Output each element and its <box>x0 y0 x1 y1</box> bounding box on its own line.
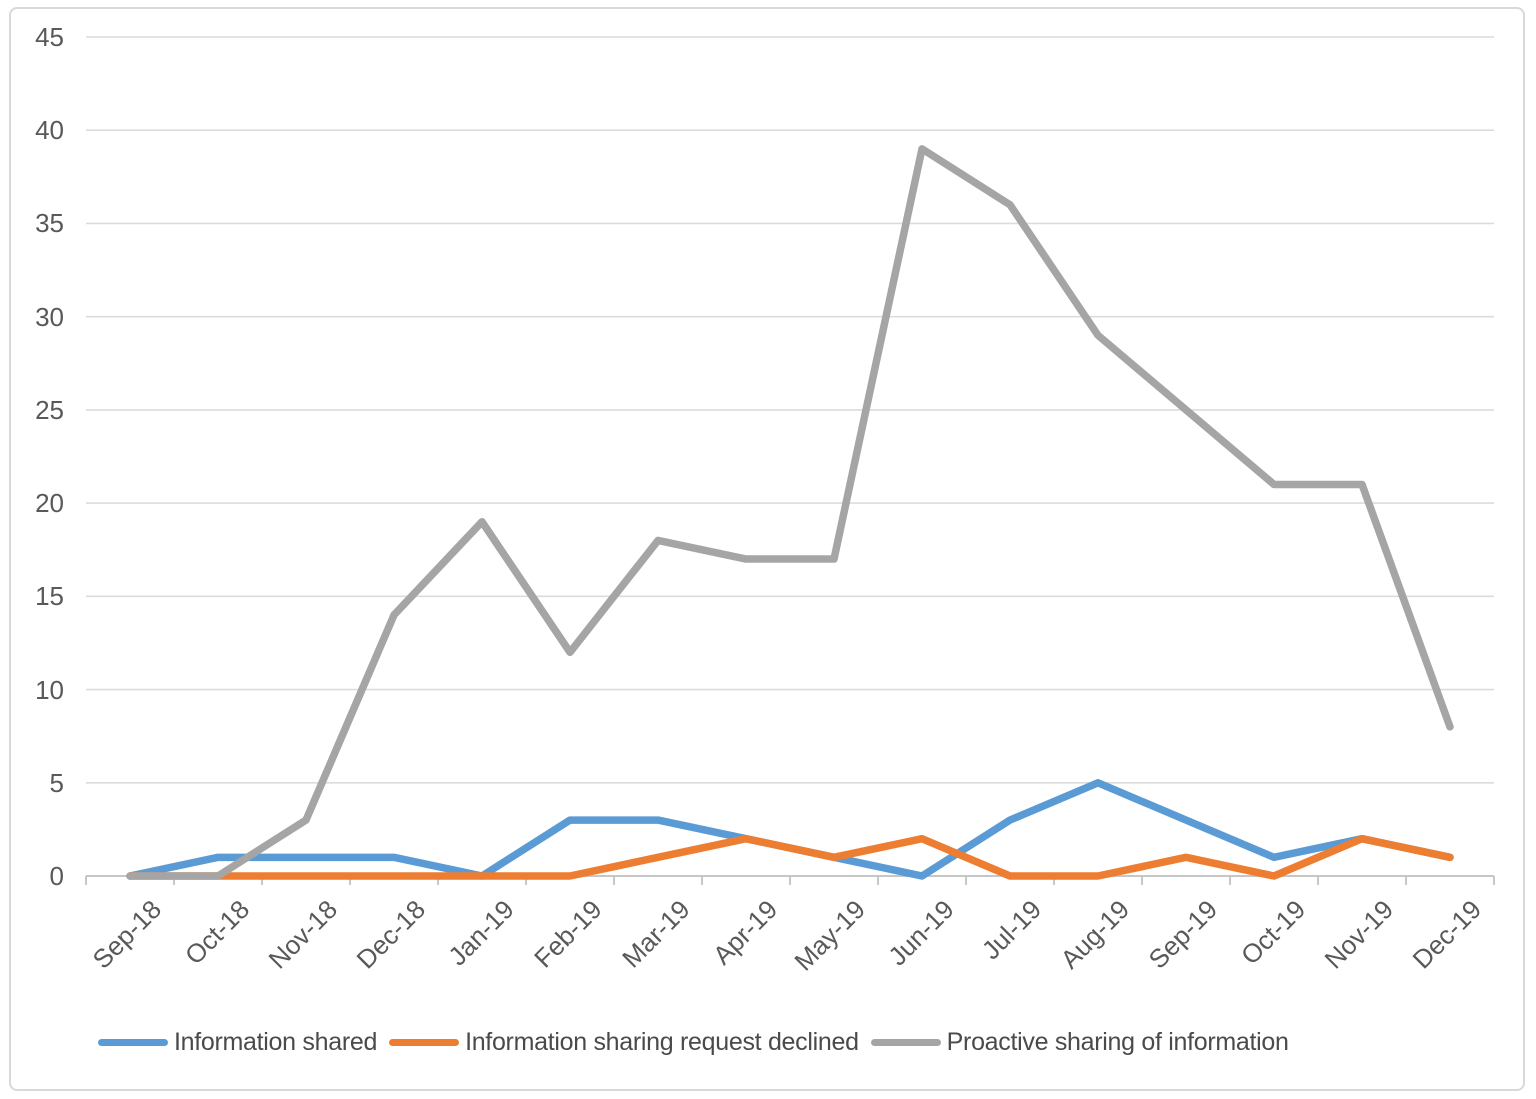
y-axis-label: 20 <box>35 488 64 519</box>
series-line-proactive-sharing-of-information <box>126 145 1454 880</box>
y-axis-label: 30 <box>35 301 64 332</box>
y-axis-label: 10 <box>35 674 64 705</box>
legend-swatch-information-shared <box>98 1038 168 1046</box>
legend-item-sharing-request-declined: Information sharing request declined <box>389 1028 859 1057</box>
y-axis-label: 5 <box>49 767 64 798</box>
series-line-information-shared <box>126 779 1454 880</box>
series-line-information-sharing-request-declined <box>126 834 1454 880</box>
y-axis-label: 45 <box>35 22 64 52</box>
legend-swatch-proactive-sharing <box>870 1038 941 1046</box>
legend-item-information-shared: Information shared <box>98 1028 377 1057</box>
legend-swatch-sharing-request-declined <box>389 1038 460 1046</box>
legend-label-proactive-sharing: Proactive sharing of information <box>946 1027 1289 1056</box>
y-axis-label: 25 <box>35 394 64 425</box>
y-axis-label: 0 <box>49 861 64 891</box>
y-axis-label: 35 <box>35 208 64 239</box>
legend-label-sharing-request-declined: Information sharing request declined <box>465 1027 859 1056</box>
y-axis-label: 40 <box>35 115 64 146</box>
y-axis-label: 15 <box>35 581 64 612</box>
legend: Information shared Information sharing r… <box>98 1022 1289 1062</box>
legend-item-proactive-sharing: Proactive sharing of information <box>870 1027 1289 1057</box>
legend-label-information-shared: Information shared <box>174 1027 378 1056</box>
